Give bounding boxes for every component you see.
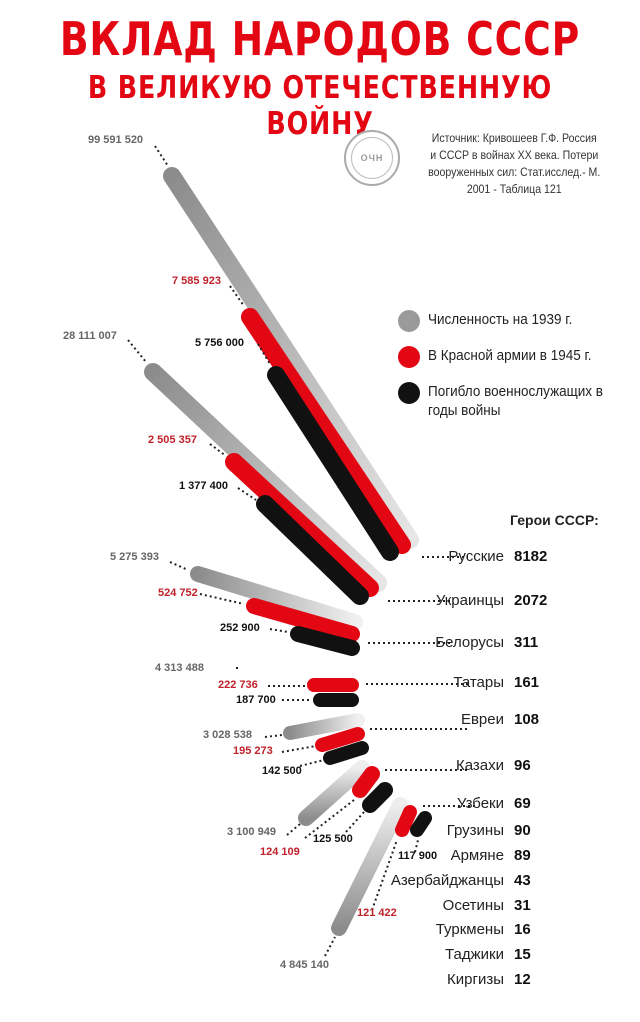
bar-kazakhs-army — [352, 766, 380, 798]
bar-kazakhs-killed — [362, 782, 393, 813]
label-jews-population: 3 028 538 — [203, 729, 252, 741]
hero-row-tajiks: Таджики 15 — [445, 946, 531, 963]
label-russians-army: 7 585 923 — [172, 275, 221, 287]
heroes-title: Герои СССР: — [510, 512, 599, 528]
bar-ukrainians-population — [144, 363, 387, 592]
bar-russians-population — [163, 167, 419, 549]
leader-lines — [127, 145, 477, 957]
hero-row-jews: Евреи 108 — [460, 711, 540, 728]
bar-kazakhs-population — [298, 760, 370, 826]
label-ukrainians-population: 28 111 007 — [63, 330, 117, 342]
hero-row-tatars: Татары 161 — [453, 674, 540, 691]
label-ukrainians-killed: 1 377 400 — [179, 480, 228, 492]
bar-ukrainians-killed — [256, 495, 369, 605]
source-note: Источник: Кривошеев Г.Ф. Россия и СССР в… — [428, 131, 601, 196]
bar-belarusians-army — [246, 598, 360, 642]
legend-item-killed: Погибло военнослужащих в годы войны — [398, 382, 628, 420]
label-russians-killed: 5 756 000 — [195, 337, 244, 349]
stamp-text: ОЧН — [351, 137, 393, 179]
bar-ukrainians-army — [225, 453, 379, 597]
hero-row-uzbeks: Узбеки 69 — [456, 795, 531, 812]
legend-item-army: В Красной армии в 1945 г. — [398, 346, 628, 368]
label-uzbeks-killed: 117 900 — [398, 850, 438, 862]
label-russians-population: 99 591 520 — [88, 134, 144, 146]
label-uzbeks-population: 4 845 140 — [280, 959, 329, 971]
hero-row-ossetians: Осетины 31 — [442, 897, 531, 914]
bar-russians-army — [241, 308, 411, 554]
page-title: ВКЛАД НАРОДОВ СССР — [59, 12, 581, 66]
hero-row-russians: Русские 8182 — [448, 548, 548, 565]
label-uzbeks-army: 121 422 — [357, 907, 397, 919]
bar-belarusians-killed — [290, 626, 360, 656]
label-tatars-population: 4 313 488 — [155, 662, 204, 674]
bar-jews-population — [283, 713, 365, 740]
label-kazakhs-killed: 125 500 — [313, 833, 353, 845]
page-subtitle: В ВЕЛИКУЮ ОТЕЧЕСТВЕННУЮ ВОЙНУ — [87, 70, 553, 142]
red-dot-icon — [398, 346, 420, 368]
hero-row-kazakhs: Казахи 96 — [455, 757, 531, 774]
label-kazakhs-population: 3 100 949 — [227, 826, 276, 838]
hero-row-azerbaijanis: Азербайджанцы 43 — [390, 872, 531, 889]
label-belarusians-population: 5 275 393 — [110, 551, 159, 563]
label-belarusians-army: 524 752 — [158, 587, 198, 599]
stamp-seal-icon: ОЧН — [344, 130, 400, 186]
label-jews-army: 195 273 — [233, 745, 273, 757]
label-jews-killed: 142 500 — [262, 765, 302, 777]
hero-row-belarusians: Белорусы 311 — [435, 634, 539, 651]
black-dot-icon — [398, 382, 420, 404]
hero-row-armenians: Армяне 89 — [450, 847, 531, 864]
label-tatars-killed: 187 700 — [236, 694, 276, 706]
bar-uzbeks-population — [331, 797, 408, 936]
label-tatars-army: 222 736 — [218, 679, 258, 691]
legend: Численность на 1939 г. В Красной армии в… — [398, 310, 628, 434]
hero-row-kyrgyz: Киргизы 12 — [447, 971, 531, 988]
bar-russians-killed — [267, 366, 399, 561]
bar-belarusians-population — [190, 566, 363, 630]
label-belarusians-killed: 252 900 — [220, 622, 260, 634]
hero-row-georgians: Грузины 90 — [446, 822, 531, 839]
label-ukrainians-army: 2 505 357 — [148, 434, 197, 446]
legend-item-population: Численность на 1939 г. — [398, 310, 628, 332]
gray-dot-icon — [398, 310, 420, 332]
bar-jews-army — [315, 727, 365, 752]
bar-jews-killed — [323, 741, 369, 765]
hero-row-turkmens: Туркмены 16 — [435, 921, 531, 938]
hero-row-ukrainians: Украинцы 2072 — [435, 592, 548, 609]
bar-uzbeks-killed — [410, 811, 432, 837]
label-kazakhs-army: 124 109 — [260, 846, 300, 858]
bar-uzbeks-army — [395, 805, 417, 837]
